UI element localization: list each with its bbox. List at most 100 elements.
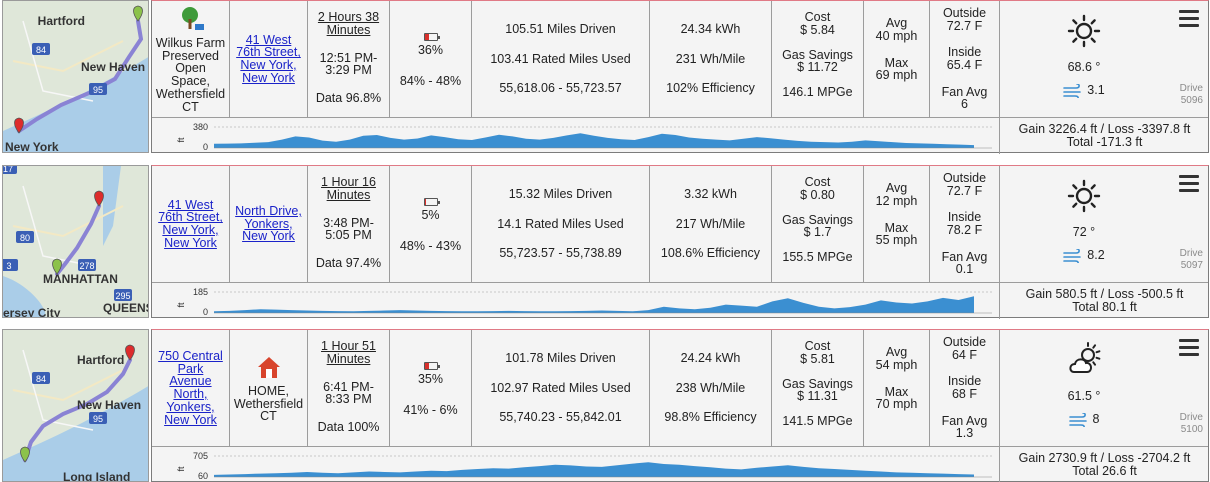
wind-icon: [1068, 412, 1087, 427]
end-location-line[interactable]: Yonkers,: [244, 216, 293, 231]
energy-kwh: 24.24 kWh: [680, 351, 741, 366]
start-location-line[interactable]: 76th Street,: [158, 210, 223, 225]
gas-savings-value: $ 1.7: [803, 225, 832, 240]
drive-row: Hartford New Haven Long Island 84 95 750 Cent…: [0, 329, 1210, 482]
start-location-line: Wilkus Farm: [155, 35, 226, 50]
elevation-chart[interactable]: 705 60 ft: [152, 447, 1000, 482]
drive-id: 5100: [1180, 423, 1203, 435]
time-range: 6:41 PM- 8:33 PM: [323, 380, 374, 407]
fan-avg-label: Fan Avg: [941, 249, 988, 264]
duration-line: 1 Hour 51: [321, 339, 376, 353]
wh-per-mile: 238 Wh/Mile: [675, 380, 746, 395]
menu-icon[interactable]: [1179, 175, 1199, 193]
duration-link[interactable]: 2 Hours 38 Minutes: [318, 11, 379, 37]
menu-icon[interactable]: [1179, 339, 1199, 357]
wind-speed: 8: [1092, 412, 1100, 427]
elevation-area: [214, 462, 974, 477]
distance-cell: 15.32 Miles Driven 14.1 Rated Miles Used 5…: [472, 166, 650, 282]
map-label: Long Island: [63, 470, 130, 482]
start-location-line[interactable]: 41 West: [167, 197, 214, 212]
elevation-chart[interactable]: 185 0 ft: [152, 283, 1000, 319]
duration-cell: 1 Hour 16 Minutes 3:48 PM- 5:05 PM Data 97.4…: [308, 166, 390, 282]
menu-icon[interactable]: [1179, 10, 1199, 28]
outside-temp-block: Outside 72.7 F: [943, 7, 986, 33]
energy-kwh: 3.32 kWh: [684, 187, 737, 202]
map-label: Hartford: [77, 353, 124, 367]
miles-driven: 15.32 Miles Driven: [508, 187, 613, 202]
distance-cell: 105.51 Miles Driven 103.41 Rated Miles Us…: [472, 1, 650, 117]
battery-cell: 35% 41% - 6%: [390, 330, 472, 446]
battery-used: 5%: [421, 208, 440, 222]
time-range: 3:48 PM- 5:05 PM: [323, 216, 374, 243]
route-map[interactable]: Hartford New Haven Long Island 84 95: [3, 330, 149, 482]
drive-number[interactable]: Drive 5097: [1180, 248, 1203, 271]
end-location-line[interactable]: 76th Street,: [236, 45, 301, 60]
end-location-line[interactable]: New York: [242, 229, 295, 244]
fan-avg-label: Fan Avg: [941, 413, 988, 428]
start-location-line[interactable]: Park: [177, 361, 204, 376]
weather-cell: 61.5 ° 8: [1000, 330, 1168, 446]
start-location-line[interactable]: New York,: [162, 223, 219, 237]
cost-label: Cost: [804, 10, 831, 24]
gain-loss: Gain 580.5 ft / Loss -500.5 ft: [1025, 286, 1184, 301]
drive-label: Drive: [1179, 412, 1203, 423]
duration-cell: 1 Hour 51 Minutes 6:41 PM- 8:33 PM Data 100%: [308, 330, 390, 446]
map-thumbnail[interactable]: Hartford New Haven New York 84 95: [2, 0, 149, 153]
battery-cell: 36% 84% - 48%: [390, 1, 472, 117]
avg-speed: 54 mph: [875, 357, 918, 372]
map-label: New Haven: [77, 398, 141, 412]
start-location-line[interactable]: 750 Central: [158, 348, 223, 363]
drive-number[interactable]: Drive 5096: [1180, 83, 1203, 106]
start-location-line[interactable]: Avenue: [169, 374, 212, 389]
efficiency: 102% Efficiency: [666, 80, 755, 95]
map-thumbnail[interactable]: Hartford New Haven Long Island 84 95: [2, 329, 149, 482]
gas-savings-block: Gas Savings $ 11.72: [782, 48, 853, 75]
battery-fill: [424, 34, 429, 40]
wind-block: 8: [1068, 412, 1100, 427]
cost-label: Cost: [804, 175, 831, 189]
battery-used: 35%: [417, 372, 444, 386]
elevation-summary: Gain 3226.4 ft / Loss -3397.8 ft Total -1…: [1001, 118, 1208, 154]
duration-link[interactable]: 1 Hour 16 Minutes: [321, 176, 376, 202]
elevation-area: [214, 133, 974, 148]
start-pin-icon: [20, 446, 30, 463]
duration-link[interactable]: 1 Hour 51 Minutes: [321, 340, 376, 366]
battery-icon: [423, 362, 440, 370]
elevation-total: Total -171.3 ft: [1066, 135, 1143, 149]
end-location-line[interactable]: North Drive,: [235, 203, 302, 218]
drive-number[interactable]: Drive 5100: [1180, 412, 1203, 435]
inside-temp-label: Inside: [947, 45, 982, 60]
outside-temp: 72.7 F: [946, 183, 983, 198]
fan-avg-block: Fan Avg 1.3: [941, 413, 988, 441]
start-location-line[interactable]: New York: [164, 412, 217, 427]
max-speed-label: Max: [884, 55, 909, 70]
menu-bar: [1179, 10, 1199, 13]
outside-temp-label: Outside: [942, 171, 987, 185]
inside-temp: 68 F: [951, 387, 977, 401]
menu-bar: [1179, 175, 1199, 178]
start-location-line[interactable]: North,: [173, 387, 208, 401]
end-location-line[interactable]: New York,: [240, 58, 297, 72]
duration-line: 2 Hours 38: [317, 10, 380, 24]
elevation-chart[interactable]: 380 0 ft: [152, 118, 1000, 154]
drive-summary: 750 Central Park Avenue North, Yonkers, New Y…: [151, 329, 1209, 482]
end-location-line[interactable]: New York: [242, 70, 295, 85]
energy-cell: 3.32 kWh 217 Wh/Mile 108.6% Efficiency: [650, 166, 772, 282]
end-location: 41 West 76th Street, New York, New York: [230, 1, 308, 117]
highway-shield: 84: [36, 45, 46, 55]
sun-icon: [1067, 14, 1101, 48]
route-map[interactable]: Hartford New Haven New York 84 95: [3, 1, 149, 153]
map-label: MANHATTAN: [43, 272, 118, 286]
battery-fill: [424, 199, 427, 205]
max-speed-label: Max: [884, 384, 909, 399]
drive-summary: Wilkus Farm Preserved Open Space, Wethersfie…: [151, 0, 1209, 154]
start-location-line[interactable]: New York: [164, 235, 217, 250]
duration-line: Minutes: [326, 22, 371, 37]
start-location-line[interactable]: Yonkers,: [166, 399, 215, 414]
partly-cloudy-icon: [1069, 342, 1101, 373]
start-location-line: Space,: [171, 74, 210, 88]
end-location-line[interactable]: 41 West: [245, 32, 292, 47]
